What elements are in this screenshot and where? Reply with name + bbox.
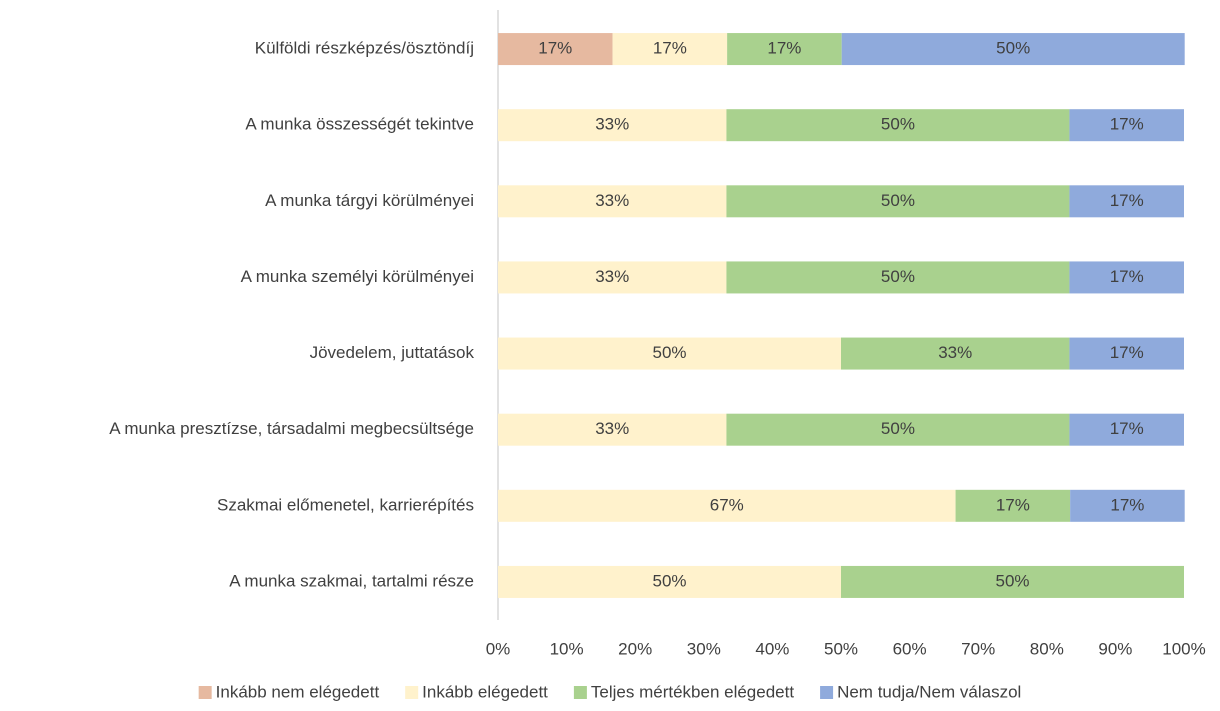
bar-segment (1069, 413, 1184, 446)
data-label: 17% (767, 39, 801, 58)
bar-segment (726, 261, 1070, 294)
x-tick-label: 100% (1162, 639, 1205, 658)
data-label: 17% (1110, 115, 1144, 134)
bar-segment (498, 109, 727, 142)
legend-label: Nem tudja/Nem válaszol (837, 682, 1021, 701)
bar-segment (498, 565, 841, 598)
data-label: 50% (652, 571, 686, 590)
data-label: 50% (652, 343, 686, 362)
x-tick-label: 90% (1098, 639, 1132, 658)
data-label: 50% (881, 115, 915, 134)
data-label: 17% (1110, 191, 1144, 210)
legend-swatch (573, 686, 587, 699)
bar-segment (1070, 489, 1185, 522)
data-label: 17% (1110, 495, 1144, 514)
y-tick-label: Külföldi részképzés/ösztöndíj (255, 39, 474, 58)
y-tick-label: A munka összességét tekintve (245, 115, 474, 134)
bar-segment (1069, 109, 1184, 142)
x-tick-label: 80% (1030, 639, 1064, 658)
bar-segment (1069, 261, 1184, 294)
bar-segment (498, 185, 727, 218)
x-tick-label: 40% (755, 639, 789, 658)
bar-segment (841, 565, 1184, 598)
data-label: 50% (995, 571, 1029, 590)
x-tick-label: 60% (893, 639, 927, 658)
data-label: 33% (595, 191, 629, 210)
y-tick-label: A munka tárgyi körülményei (265, 191, 474, 210)
y-tick-label: A munka személyi körülményei (241, 267, 474, 286)
legend-label: Teljes mértékben elégedett (591, 682, 794, 701)
legend-label: Inkább nem elégedett (216, 682, 380, 701)
data-label: 17% (1110, 267, 1144, 286)
data-label: 50% (996, 39, 1030, 58)
x-tick-label: 30% (687, 639, 721, 658)
y-tick-label: Szakmai előmenetel, karrierépítés (217, 495, 474, 514)
data-label: 50% (881, 419, 915, 438)
bar-segment (498, 489, 956, 522)
bar-segment (1069, 185, 1184, 218)
data-label: 33% (595, 419, 629, 438)
legend-label: Inkább elégedett (422, 682, 548, 701)
y-tick-label: A munka szakmai, tartalmi része (229, 571, 474, 590)
data-label: 67% (710, 495, 744, 514)
legend-swatch (198, 686, 212, 699)
legend-swatch (820, 686, 834, 699)
data-label: 33% (595, 115, 629, 134)
data-label: 17% (996, 495, 1030, 514)
x-tick-label: 0% (486, 639, 511, 658)
bar-segment (1069, 337, 1184, 370)
x-tick-label: 20% (618, 639, 652, 658)
data-label: 50% (881, 267, 915, 286)
bar-segment (955, 489, 1071, 522)
legend-swatch (405, 686, 419, 699)
y-tick-label: A munka presztízse, társadalmi megbecsül… (109, 419, 474, 438)
data-label: 33% (938, 343, 972, 362)
data-label: 50% (881, 191, 915, 210)
data-label: 17% (1110, 343, 1144, 362)
bar-segment (498, 33, 613, 66)
bar-segment (726, 185, 1070, 218)
x-tick-label: 50% (824, 639, 858, 658)
data-label: 17% (1110, 419, 1144, 438)
bar-segment (727, 33, 842, 66)
bar-segment (841, 33, 1185, 66)
bar-segment (726, 109, 1070, 142)
data-label: 17% (538, 39, 572, 58)
y-tick-label: Jövedelem, juttatások (310, 343, 475, 362)
x-tick-label: 70% (961, 639, 995, 658)
data-label: 33% (595, 267, 629, 286)
x-tick-label: 10% (550, 639, 584, 658)
bar-segment (498, 261, 727, 294)
bar-segment (726, 413, 1070, 446)
data-label: 17% (653, 39, 687, 58)
bar-segment (498, 413, 727, 446)
bar-segment (498, 337, 841, 370)
bar-segment (612, 33, 728, 66)
bar-segment (841, 337, 1070, 370)
